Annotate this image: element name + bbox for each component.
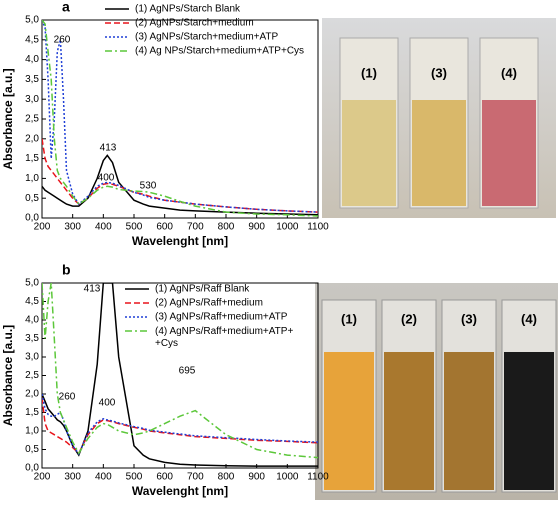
y-tick-label: 1,0 — [25, 173, 39, 184]
plot-frame — [41, 19, 319, 219]
x-tick-label: 500 — [126, 472, 143, 483]
annotation: 695 — [179, 366, 196, 377]
series-line — [42, 283, 318, 467]
y-tick-label: 3,0 — [25, 94, 39, 105]
x-tick-label: 700 — [187, 222, 204, 233]
y-tick-label: 2,0 — [25, 389, 39, 400]
plot-lines — [42, 20, 318, 217]
series-line — [42, 393, 318, 456]
y-tick-label: 0,5 — [25, 444, 39, 455]
annotation: 530 — [140, 181, 157, 192]
x-tick-label: 900 — [248, 472, 265, 483]
y-tick-label: 3,5 — [25, 333, 39, 344]
plot-frame — [41, 282, 319, 469]
photo-label: (3) — [431, 65, 447, 80]
legend-label: (4) Ag NPs/Starch+medium+ATP+Cys — [135, 46, 304, 57]
series-line — [42, 397, 318, 455]
x-tick-label: 400 — [95, 472, 112, 483]
panel-label: b — [62, 262, 71, 278]
y-tick-label: 5,0 — [25, 15, 39, 26]
photo-b — [315, 283, 558, 500]
legend-label: (1) AgNPs/Starch Blank — [135, 4, 241, 15]
y-tick-label: 0,0 — [25, 463, 39, 474]
y-axis-title: Absorbance [a.u.] — [1, 68, 15, 169]
annotation: 400 — [98, 173, 115, 184]
x-tick-label: 900 — [248, 222, 265, 233]
annotation: 413 — [100, 143, 117, 154]
y-tick-label: 0,0 — [25, 213, 39, 224]
y-tick-label: 4,0 — [25, 315, 39, 326]
photo-label: (4) — [501, 65, 517, 80]
x-tick-label: 800 — [218, 222, 235, 233]
x-tick-label: 1100 — [307, 222, 329, 233]
y-tick-label: 4,5 — [25, 296, 39, 307]
annotation: 260 — [59, 392, 76, 403]
x-axis-title: Wavelenght [nm] — [132, 484, 228, 498]
y-tick-label: 3,5 — [25, 74, 39, 85]
photo-label: (2) — [401, 311, 417, 326]
panel-label: a — [62, 0, 70, 15]
legend-label: (2) AgNPs/Starch+medium — [135, 18, 254, 29]
y-tick-label: 1,5 — [25, 407, 39, 418]
y-tick-label: 2,0 — [25, 133, 39, 144]
legend-label: (1) AgNPs/Raff Blank — [155, 284, 250, 295]
y-tick-label: 4,0 — [25, 54, 39, 65]
x-tick-label: 800 — [218, 472, 235, 483]
y-tick-label: 0,5 — [25, 193, 39, 204]
legend-label: (2) AgNPs/Raff+medium — [155, 298, 263, 309]
x-tick-label: 200 — [34, 472, 51, 483]
y-axis-title: Absorbance [a.u.] — [1, 325, 15, 426]
x-tick-label: 1100 — [307, 472, 329, 483]
series-line — [42, 154, 318, 216]
x-axis-title: Wavelenght [nm] — [132, 234, 228, 248]
x-tick-label: 500 — [126, 222, 143, 233]
y-tick-label: 1,0 — [25, 426, 39, 437]
x-tick-label: 1000 — [276, 472, 299, 483]
y-tick-label: 2,5 — [25, 370, 39, 381]
x-tick-label: 1000 — [276, 222, 299, 233]
x-tick-label: 700 — [187, 472, 204, 483]
plot-lines — [42, 283, 318, 467]
y-tick-label: 2,5 — [25, 114, 39, 125]
legend-label: (3) AgNPs/Raff+medium+ATP — [155, 312, 288, 323]
x-tick-label: 600 — [156, 472, 173, 483]
annotation: 260 — [54, 35, 71, 46]
legend-label: (3) AgNPs/Starch+medium+ATP — [135, 32, 279, 43]
x-tick-label: 200 — [34, 222, 51, 233]
series-line — [42, 283, 318, 459]
x-tick-label: 400 — [95, 222, 112, 233]
photo-a — [322, 18, 556, 218]
photo-label: (3) — [461, 311, 477, 326]
legend-label: (4) AgNPs/Raff+medium+ATP+ +Cys — [155, 326, 293, 349]
y-tick-label: 5,0 — [25, 278, 39, 289]
annotation: 400 — [99, 398, 116, 409]
series-line — [42, 20, 318, 217]
x-tick-label: 600 — [156, 222, 173, 233]
y-tick-label: 4,5 — [25, 34, 39, 45]
photo-label: (1) — [341, 311, 357, 326]
y-tick-label: 1,5 — [25, 153, 39, 164]
series-line — [42, 20, 318, 213]
x-tick-label: 300 — [64, 472, 81, 483]
photo-label: (1) — [361, 65, 377, 80]
y-tick-label: 3,0 — [25, 352, 39, 363]
photo-label: (4) — [521, 311, 537, 326]
annotation: 413 — [84, 284, 101, 295]
x-tick-label: 300 — [64, 222, 81, 233]
